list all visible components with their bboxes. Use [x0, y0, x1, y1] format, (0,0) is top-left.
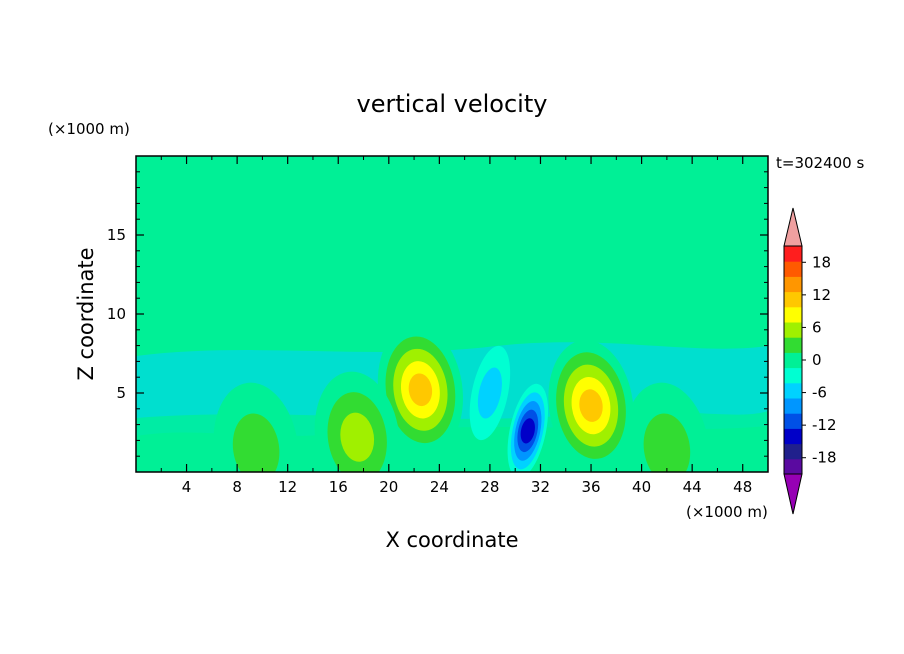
x-tick-label: 20 — [379, 478, 398, 496]
colorbar-under-arrow — [783, 473, 803, 515]
colorbar-tick-label: -6 — [812, 384, 827, 402]
x-tick-label: 44 — [683, 478, 702, 496]
x-tick-label: 48 — [733, 478, 752, 496]
contour-layer — [136, 156, 768, 472]
colorbar-over-arrow — [783, 207, 803, 247]
time-label: t=302400 s — [776, 154, 864, 172]
colorbar-segment — [784, 352, 802, 369]
x-tick-label: 36 — [581, 478, 600, 496]
colorbar-segment — [784, 291, 802, 308]
x-tick-label: 8 — [232, 478, 242, 496]
colorbar-segment — [784, 398, 802, 414]
chart-title: vertical velocity — [357, 90, 548, 118]
x-tick-label: 28 — [480, 478, 499, 496]
x-tick-label: 16 — [329, 478, 348, 496]
colorbar-segment — [784, 322, 802, 338]
colorbar-tick-label: 0 — [812, 351, 822, 369]
contour-region-upper — [136, 156, 768, 321]
contour-feature-6-level-2 — [232, 413, 280, 472]
x-axis-label: X coordinate — [385, 528, 518, 552]
colorbar-tick-label: -18 — [812, 449, 837, 467]
colorbar-segment — [784, 276, 802, 293]
colorbar-segment — [784, 246, 802, 262]
colorbar-segment — [784, 428, 802, 445]
contour-feature-0-level-5 — [408, 373, 433, 407]
x-tick-label: 32 — [531, 478, 550, 496]
colorbar-segment — [784, 306, 802, 323]
colorbar-segment — [784, 367, 802, 384]
y-tick-label: 15 — [107, 226, 126, 244]
colorbar-segment — [784, 337, 802, 353]
contour-feature-4-level-2 — [643, 413, 691, 472]
y-tick-label: 5 — [116, 384, 126, 402]
x-tick-label: 40 — [632, 478, 651, 496]
contour-feature-1-level-5 — [579, 389, 603, 422]
y-unit-label: (×1000 m) — [48, 120, 130, 138]
x-tick-label: 24 — [430, 478, 449, 496]
colorbar-tick-label: -12 — [812, 416, 837, 434]
contour-feature-5-level-2 — [477, 367, 502, 419]
colorbar-segment — [784, 382, 802, 399]
y-axis-label: Z coordinate — [74, 247, 98, 380]
colorbar-segment — [784, 413, 802, 429]
colorbar-segment — [784, 261, 802, 277]
colorbar-segment — [784, 458, 802, 475]
x-unit-label: (×1000 m) — [686, 503, 768, 521]
contour-feature-3-level-3 — [340, 412, 375, 462]
x-tick-label: 4 — [182, 478, 192, 496]
colorbar-tick-label: 12 — [812, 286, 831, 304]
colorbar-tick-label: 6 — [812, 318, 822, 336]
colorbar-segment — [784, 443, 802, 460]
y-tick-label: 10 — [107, 305, 126, 323]
colorbar-tick-label: 18 — [812, 253, 831, 271]
x-tick-label: 12 — [278, 478, 297, 496]
colorbar: 18 12 6 0 -6 -12 -18 — [783, 207, 837, 515]
contour-feature-2-level-5 — [520, 418, 535, 444]
y-axis-ticks: 5 10 15 — [107, 171, 768, 457]
x-axis-ticks: 4 8 12 16 20 24 28 32 36 40 44 48 — [160, 156, 752, 496]
